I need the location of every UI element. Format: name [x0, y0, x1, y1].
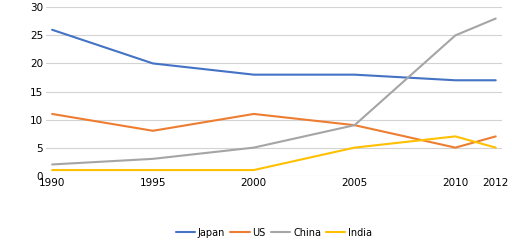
China: [493, 17, 499, 20]
US: [452, 146, 458, 149]
India: [150, 169, 156, 172]
India: [352, 146, 358, 149]
US: [49, 112, 55, 115]
India: [49, 169, 55, 172]
Line: Japan: Japan: [52, 30, 496, 80]
Japan: [150, 62, 156, 65]
China: [251, 146, 257, 149]
Japan: [352, 73, 358, 76]
Japan: [49, 28, 55, 31]
US: [493, 135, 499, 138]
Legend: Japan, US, China, India: Japan, US, China, India: [176, 228, 372, 238]
Line: China: China: [52, 19, 496, 164]
China: [150, 157, 156, 160]
Japan: [452, 79, 458, 82]
US: [251, 112, 257, 115]
China: [352, 124, 358, 127]
Japan: [493, 79, 499, 82]
China: [49, 163, 55, 166]
China: [452, 34, 458, 37]
India: [251, 169, 257, 172]
Japan: [251, 73, 257, 76]
India: [493, 146, 499, 149]
Line: India: India: [52, 136, 496, 170]
Line: US: US: [52, 114, 496, 148]
US: [352, 124, 358, 127]
India: [452, 135, 458, 138]
US: [150, 129, 156, 132]
